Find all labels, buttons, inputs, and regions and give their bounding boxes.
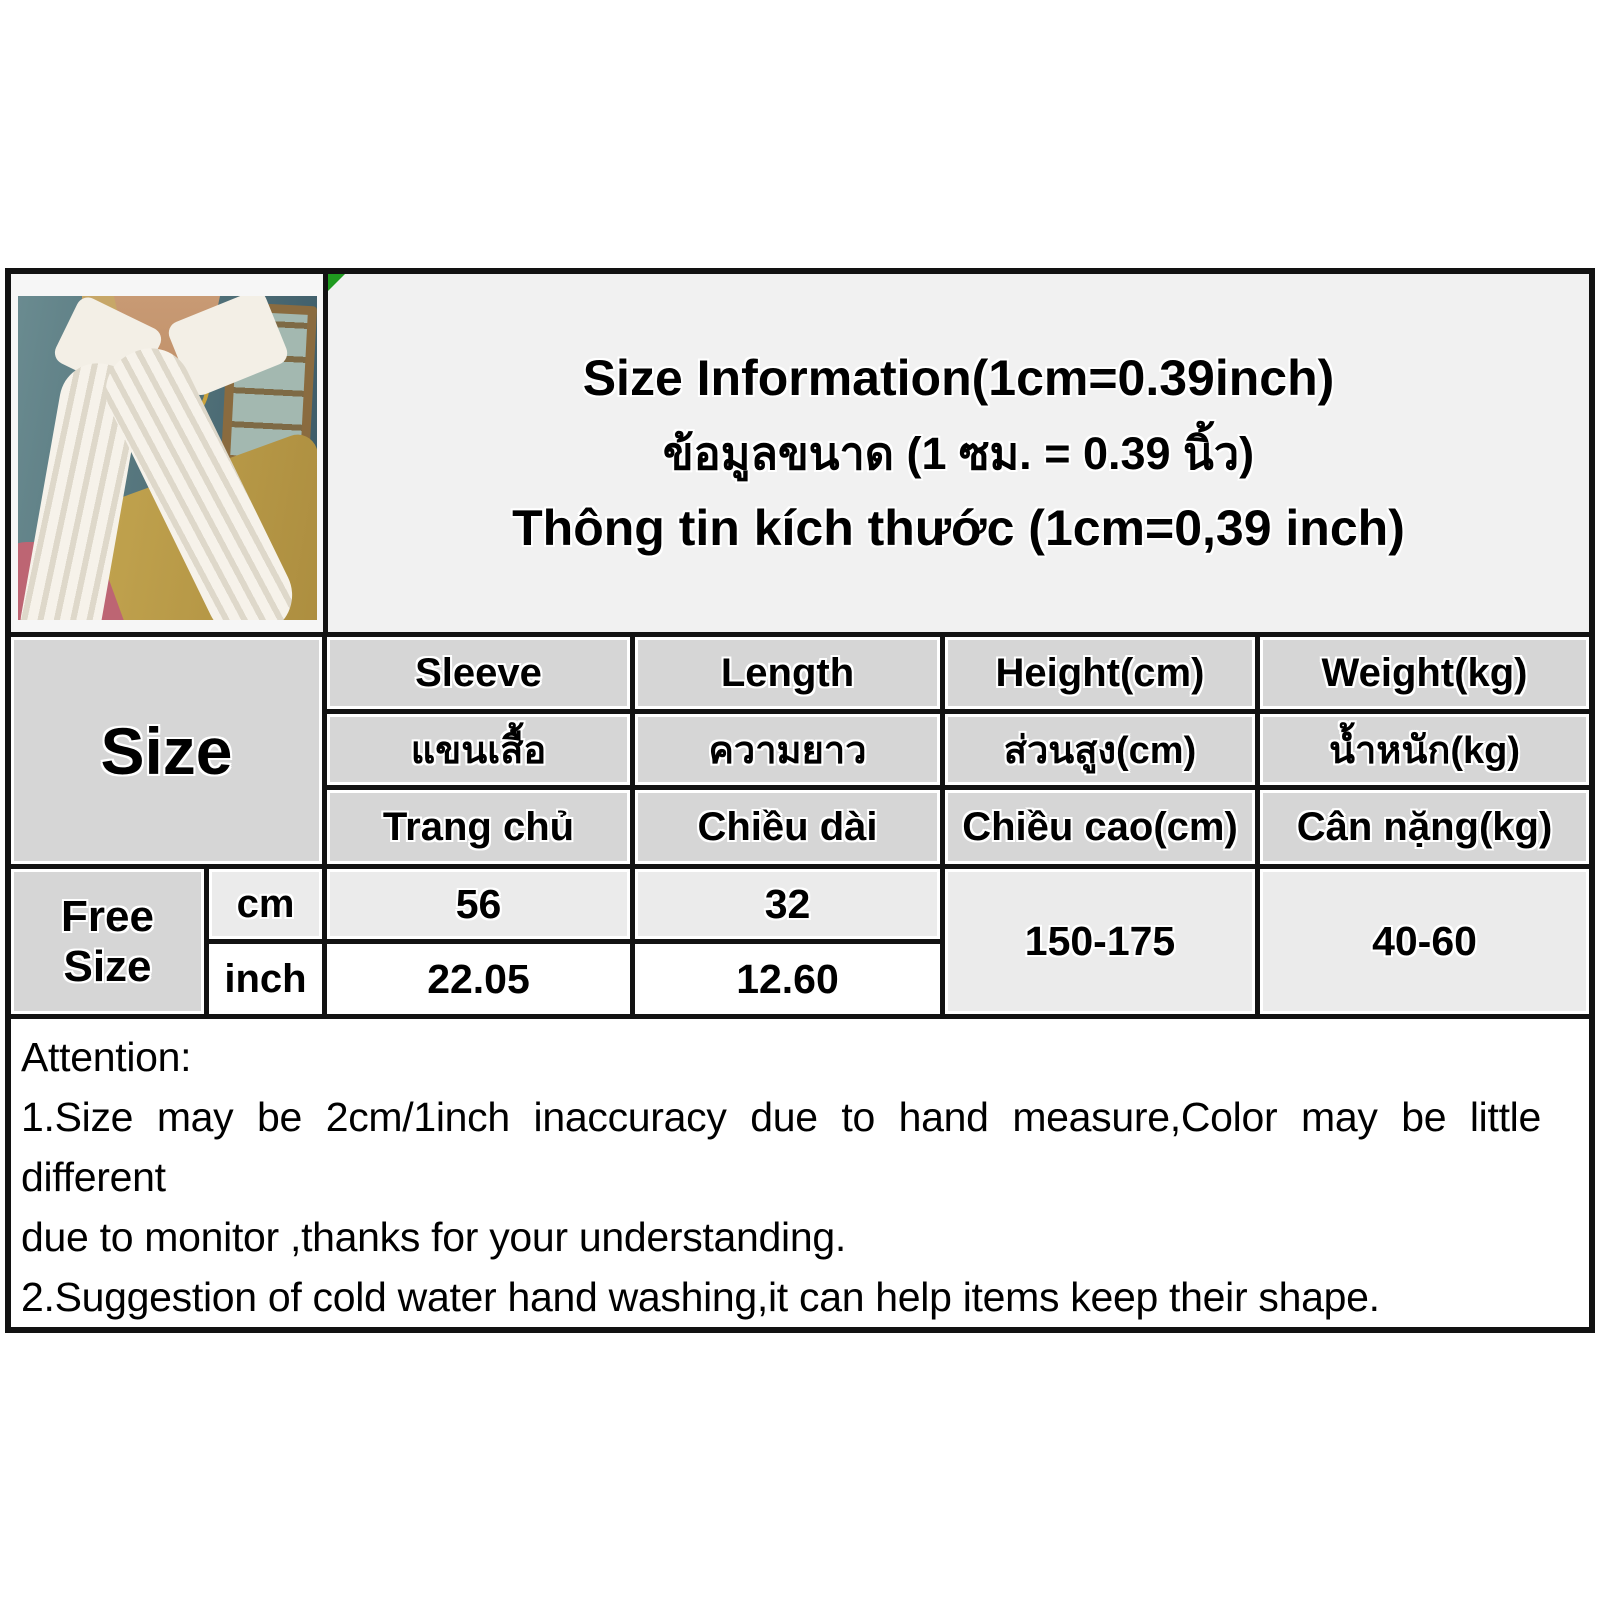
col-header-weight: Weight(kg) (1260, 637, 1589, 709)
attention-line-1: 1.Size may be 2cm/1inch inaccuracy due t… (21, 1094, 1541, 1200)
col-header-height-th: ส่วนสูง(cm) (945, 714, 1255, 785)
col-header-sleeve: Sleeve (327, 637, 630, 709)
green-corner-marker-icon (328, 274, 345, 291)
product-photo (18, 296, 317, 620)
col-header-length-th: ความยาว (635, 714, 940, 785)
col-header-sleeve-vi: Trang chủ (327, 790, 630, 864)
attention-section: Attention: 1.Size may be 2cm/1inch inacc… (11, 1014, 1589, 1327)
value-height-range: 150-175 (945, 869, 1255, 1014)
value-length-cm: 32 (635, 869, 940, 939)
value-weight-range: 40-60 (1260, 869, 1589, 1014)
col-header-length-vi: Chiều dài (635, 790, 940, 864)
size-table: Size Sleeve Length Height(cm) Weight(kg)… (11, 637, 1589, 1014)
col-header-sleeve-th: แขนเสื้อ (327, 714, 630, 785)
attention-line-3: 2.Suggestion of cold water hand washing,… (21, 1274, 1380, 1320)
col-header-weight-th: น้ำหนัก(kg) (1260, 714, 1589, 785)
title-vietnamese: Thông tin kích thước (1cm=0,39 inch) (512, 500, 1405, 556)
value-length-inch: 12.60 (635, 944, 940, 1014)
top-section: Size Information(1cm=0.39inch) ข้อมูลขนา… (11, 274, 1589, 637)
value-sleeve-inch: 22.05 (327, 944, 630, 1014)
col-header-height: Height(cm) (945, 637, 1255, 709)
row-label-free-size: Free Size (11, 869, 204, 1014)
attention-title: Attention: (21, 1034, 192, 1080)
col-header-weight-vi: Cân nặng(kg) (1260, 790, 1589, 864)
unit-inch: inch (209, 944, 322, 1014)
heading-cell: Size Information(1cm=0.39inch) ข้อมูลขนา… (328, 274, 1589, 632)
title-english: Size Information(1cm=0.39inch) (582, 350, 1335, 406)
photo-cell (11, 274, 328, 632)
col-header-length: Length (635, 637, 940, 709)
size-chart-panel: Size Information(1cm=0.39inch) ข้อมูลขนา… (5, 268, 1595, 1333)
size-header-cell: Size (11, 637, 322, 864)
title-thai: ข้อมูลขนาด (1 ซม. = 0.39 นิ้ว) (662, 428, 1255, 479)
col-header-height-vi: Chiều cao(cm) (945, 790, 1255, 864)
attention-line-2: due to monitor ,thanks for your understa… (21, 1214, 846, 1260)
unit-cm: cm (209, 869, 322, 939)
value-sleeve-cm: 56 (327, 869, 630, 939)
